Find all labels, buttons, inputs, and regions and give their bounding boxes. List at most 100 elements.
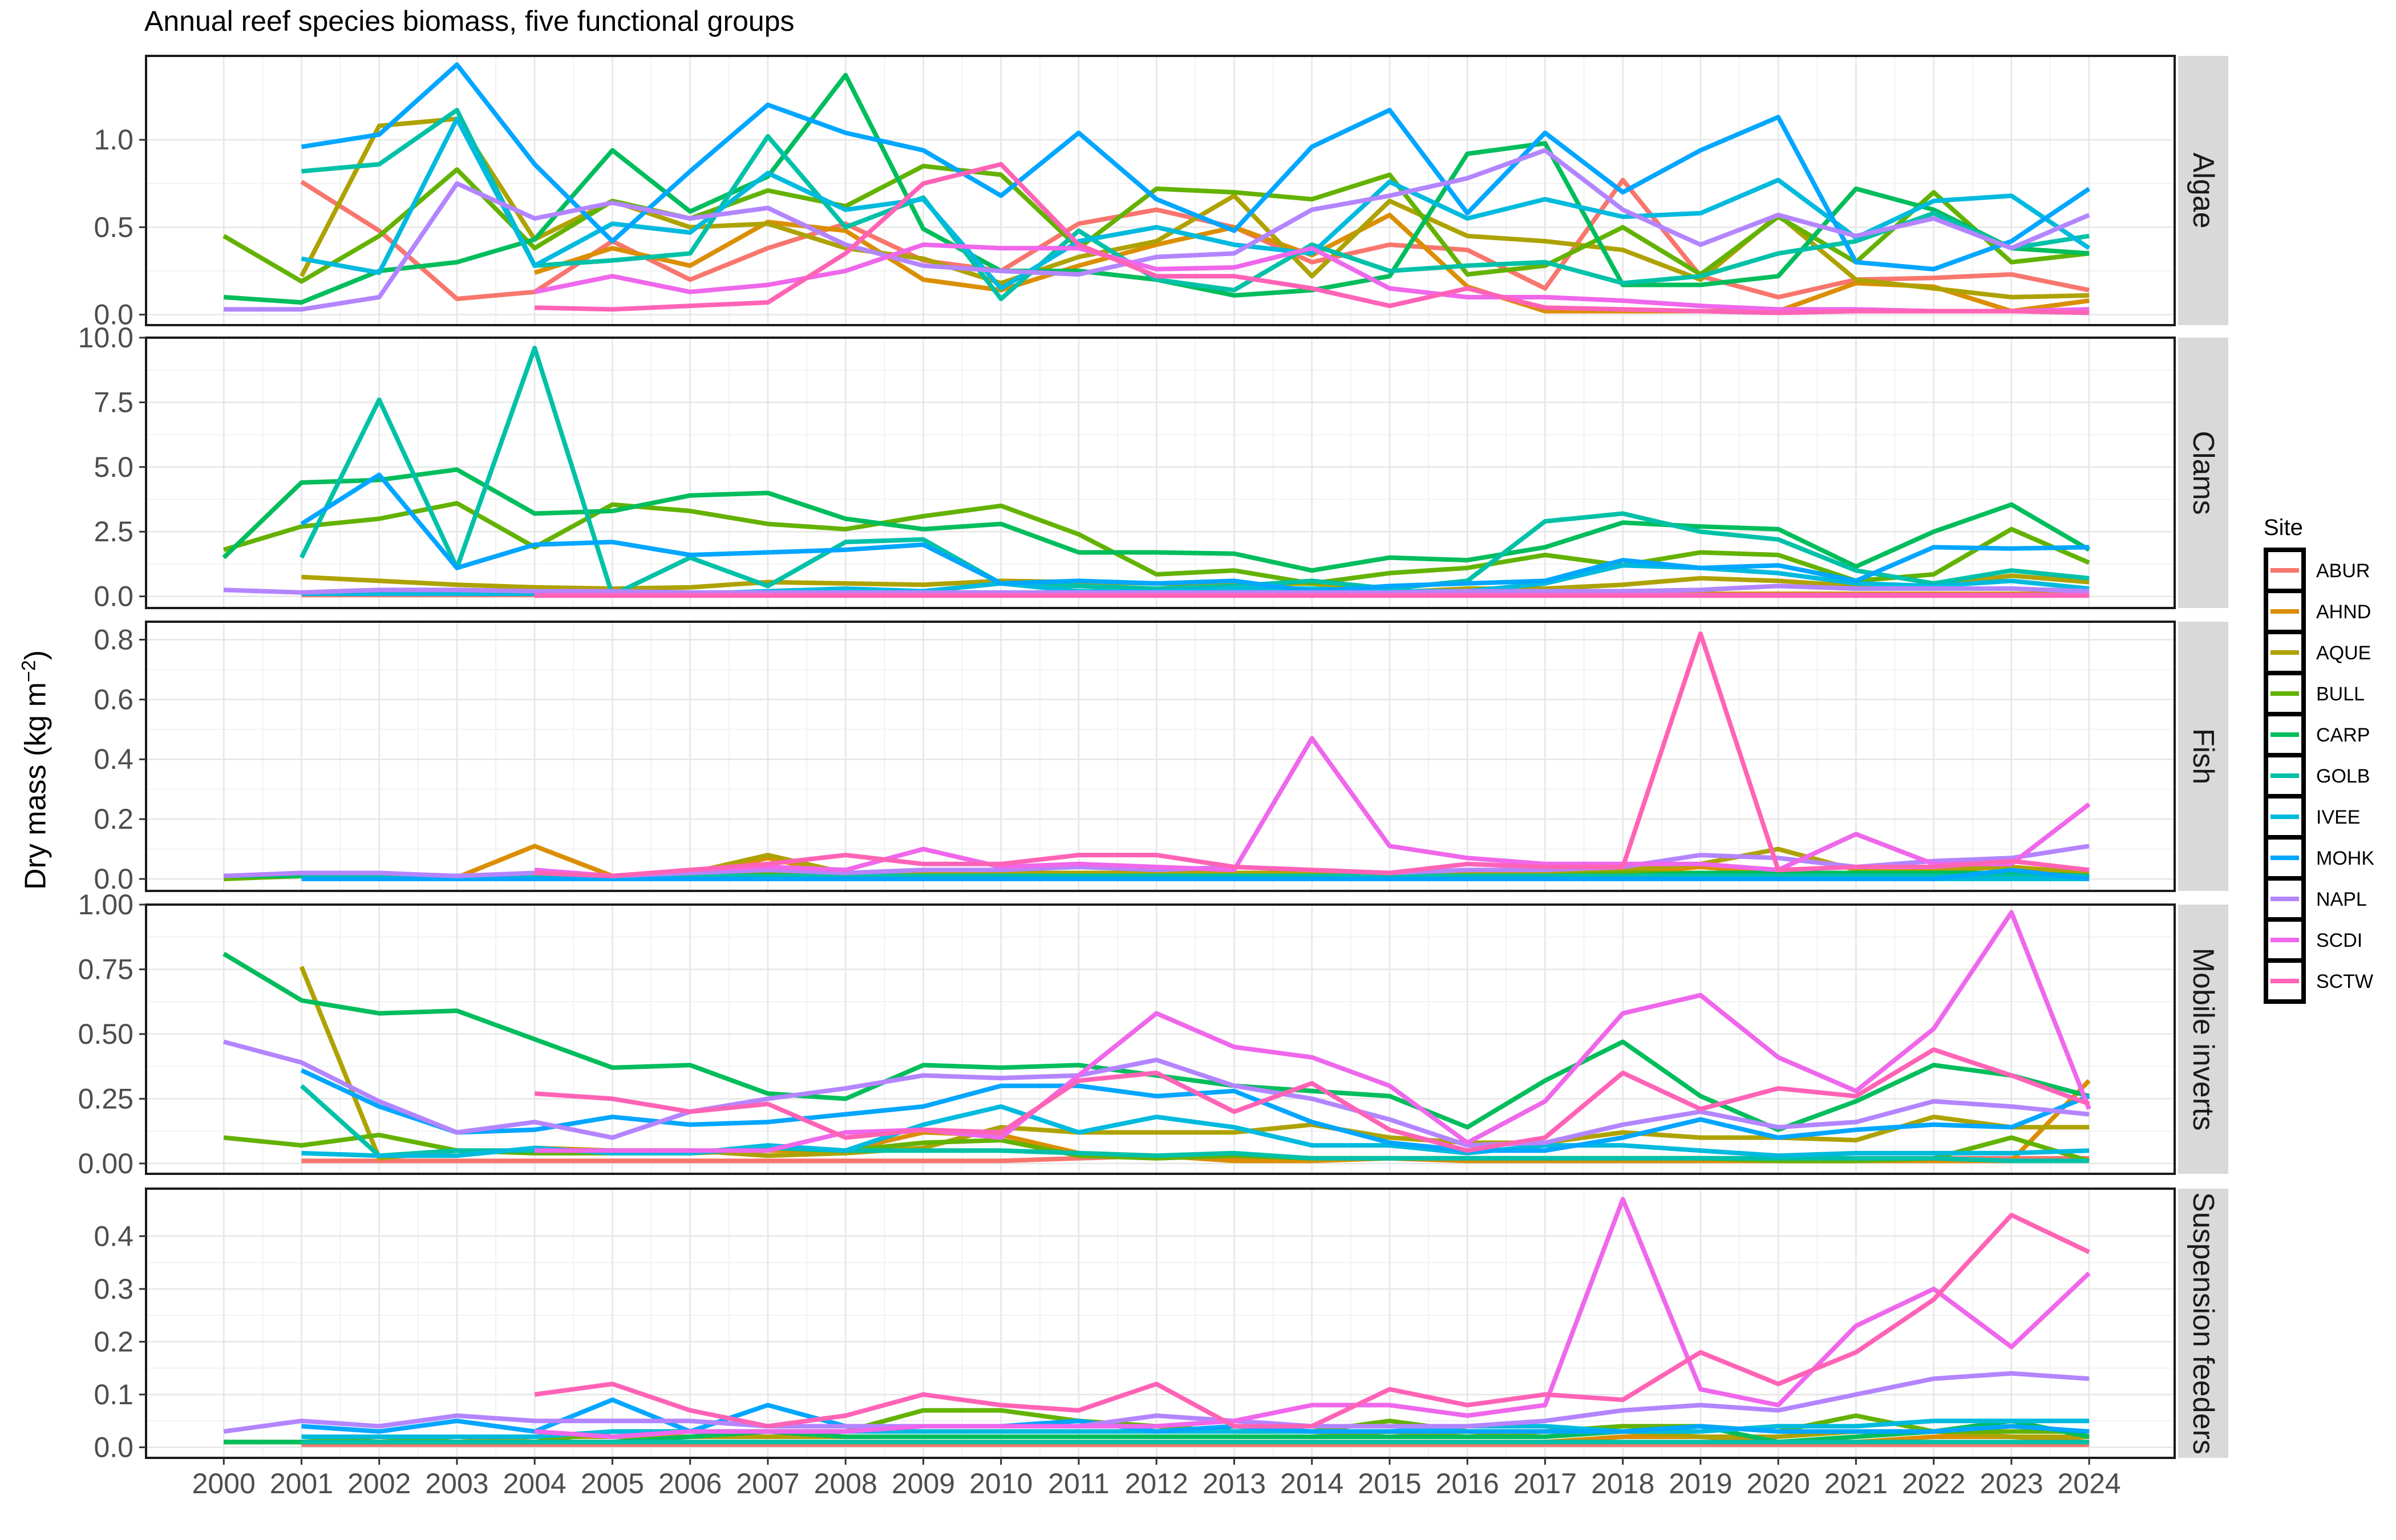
series-line-sctw (535, 162, 2090, 315)
facet-strip-label: Clams (2187, 431, 2220, 514)
x-tick-label: 2006 (658, 1468, 722, 1500)
y-tick-label: 1.00 (78, 889, 133, 921)
series-line-sctw (534, 1213, 2090, 1429)
x-tick-label: 2007 (736, 1468, 799, 1500)
panel-border (145, 337, 2176, 609)
x-tick-label: 2023 (1980, 1468, 2043, 1500)
series-line-napl (223, 1371, 2090, 1434)
panel-border (145, 903, 2176, 1175)
facet-strip (2178, 1189, 2228, 1458)
series-line-scdi (534, 736, 2091, 878)
y-tick-label: 0.75 (78, 953, 133, 985)
x-tick-label: 2019 (1669, 1468, 1732, 1500)
series-line-sctw (534, 1047, 2090, 1153)
x-tick-label: 2003 (425, 1468, 488, 1500)
legend-label-golb: GOLB (2316, 765, 2370, 787)
x-tick-label: 2018 (1591, 1468, 1654, 1500)
series-line-napl (224, 148, 2090, 312)
y-tick-label: 0.0 (94, 581, 133, 613)
facet-strip (2178, 905, 2228, 1174)
x-tick-label: 2000 (192, 1468, 256, 1500)
facet-strip-label: Fish (2187, 728, 2220, 784)
series-line-bull (223, 501, 2090, 586)
y-tick-label: 0.3 (94, 1273, 133, 1305)
x-tick-label: 2016 (1436, 1468, 1499, 1500)
legend-label-scdi: SCDI (2316, 930, 2362, 951)
legend-label-carp: CARP (2316, 724, 2370, 746)
panel-algae: 0.0 0.5 1.0 Algae (94, 55, 2228, 331)
panel-mobile-inverts: 0.00 0.25 0.50 0.75 1.00 Mobile inverts (78, 889, 2228, 1180)
facet-strip-label: Mobile inverts (2187, 948, 2220, 1131)
y-tick-label: 10.0 (78, 322, 133, 354)
x-tick-label: 2004 (503, 1468, 566, 1500)
x-tick-label: 2013 (1203, 1468, 1266, 1500)
series-line-carp (222, 467, 2091, 573)
series-line-mohk (301, 1397, 2090, 1434)
series-line-ivee (301, 1419, 2090, 1439)
legend-label-sctw: SCTW (2316, 971, 2373, 992)
y-tick-label: 0.5 (94, 211, 133, 243)
series-line-mohk (301, 62, 2091, 271)
x-tick-label: 2008 (814, 1468, 877, 1500)
y-tick-label: 0.8 (94, 623, 133, 655)
y-tick-label: 0.0 (94, 299, 133, 331)
series-line-scdi (535, 910, 2091, 1153)
x-tick-label: 2010 (969, 1468, 1033, 1500)
legend-label-bull: BULL (2316, 683, 2365, 705)
y-tick-label: 0.2 (94, 1326, 133, 1357)
facet-strip (2178, 622, 2228, 891)
x-tick-label: 2017 (1513, 1468, 1577, 1500)
legend-label-napl: NAPL (2316, 889, 2367, 910)
facet-strip-label: Algae (2187, 153, 2220, 229)
legend-label-ahnd: AHND (2316, 601, 2371, 623)
series-line-mohk (300, 472, 2090, 594)
panel-fish: 0.0 0.2 0.4 0.6 0.8 Fish (94, 621, 2228, 895)
facet-strip-label: Suspension feeders (2187, 1192, 2220, 1454)
y-tick-label: 0.0 (94, 1431, 133, 1463)
x-tick-label: 2001 (270, 1468, 333, 1500)
x-tick-label: 2024 (2058, 1468, 2121, 1500)
x-tick-label: 2020 (1747, 1468, 1810, 1500)
series-line-carp (222, 951, 2090, 1132)
y-tick-label: 0.0 (94, 863, 133, 895)
y-tick-label: 0.2 (94, 803, 133, 835)
y-tick-label: 2.5 (94, 516, 133, 548)
series-line-mohk (301, 868, 2090, 881)
series-line-napl (223, 1039, 2090, 1148)
y-tick-label: 5.0 (94, 451, 133, 483)
series-line-golb (301, 108, 2090, 301)
y-tick-label: 0.25 (78, 1083, 133, 1115)
facet-strip (2178, 56, 2228, 325)
x-tick-label: 2011 (1048, 1468, 1110, 1500)
legend: Site ABUR AHND AQUE BULL CARP GOLB IVEE MOHK NAPL… (2264, 515, 2374, 1004)
x-tick-label: 2005 (581, 1468, 644, 1500)
panel-border (145, 55, 2176, 326)
series-line-scdi (534, 1197, 2091, 1439)
series-line-sctw (535, 631, 2090, 878)
y-tick-label: 0.50 (78, 1018, 133, 1050)
panel-clams: 0.0 2.5 5.0 7.5 10.0 Clams (78, 322, 2228, 613)
y-tick-label: 0.4 (94, 1220, 133, 1252)
chart-title: Annual reef species biomass, five functi… (144, 5, 795, 37)
y-tick-label: 0.6 (94, 683, 133, 715)
panel-suspension-feeders: 0.0 0.1 0.2 0.3 0.4 Suspension feeders (94, 1188, 2228, 1463)
legend-label-ivee: IVEE (2316, 807, 2360, 828)
y-tick-label: 1.0 (94, 124, 133, 156)
series-line-golb (299, 346, 2090, 598)
legend-label-abur: ABUR (2316, 560, 2370, 582)
x-tick-label: 2022 (1902, 1468, 1965, 1500)
legend-title: Site (2264, 515, 2303, 540)
series-line-scdi (534, 242, 2090, 314)
x-tick-label: 2021 (1824, 1468, 1888, 1500)
panel-border (145, 621, 2176, 892)
legend-label-mohk: MOHK (2316, 848, 2374, 869)
panel-border (145, 1188, 2176, 1459)
x-tick-label: 2014 (1280, 1468, 1343, 1500)
facet-strip (2178, 338, 2228, 608)
y-tick-label: 0.4 (94, 743, 133, 775)
x-tick-label: 2009 (892, 1468, 955, 1500)
legend-label-aque: AQUE (2316, 642, 2371, 664)
series-line-bull (223, 1132, 2090, 1164)
